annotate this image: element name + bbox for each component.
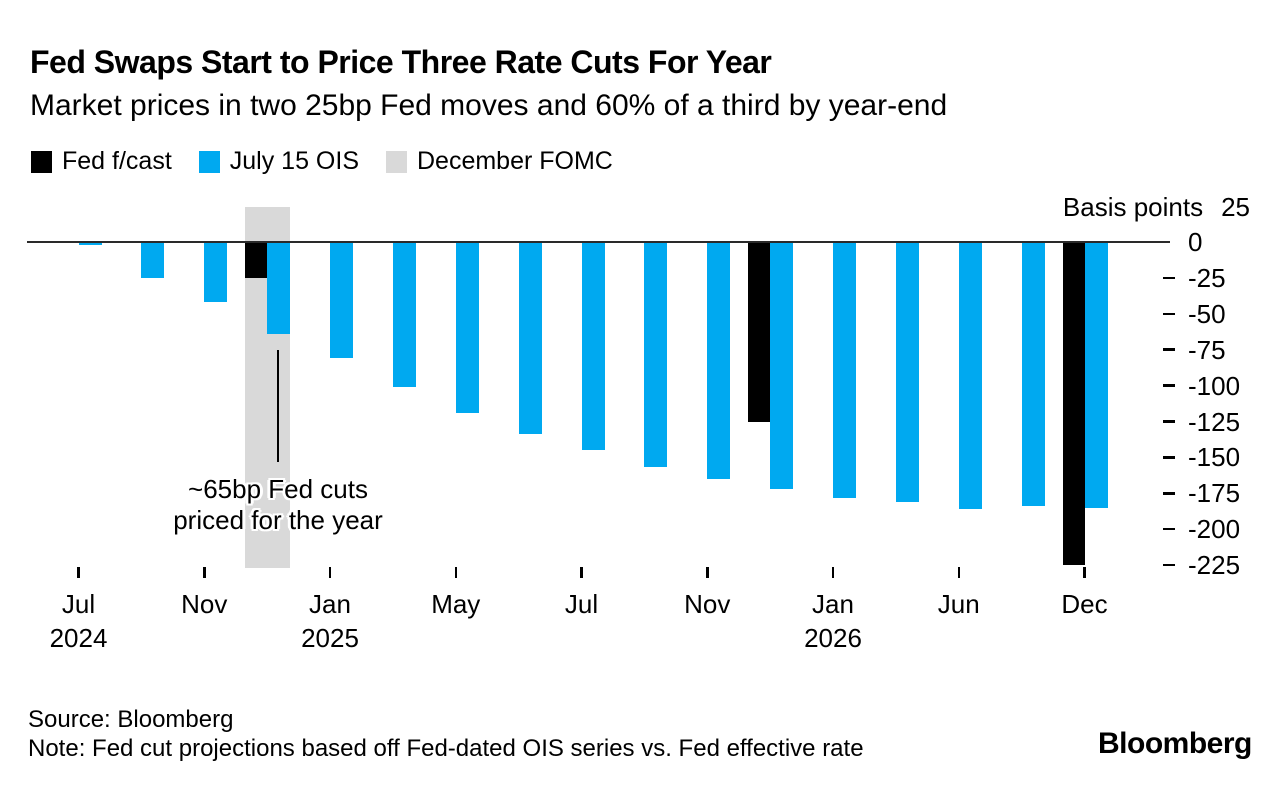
y-tick-dash--225 bbox=[1163, 563, 1175, 567]
bar-ois-jan-2025 bbox=[330, 242, 353, 359]
note-text: Note: Fed cut projections based off Fed-… bbox=[28, 735, 864, 762]
x-tick-mark-nov bbox=[706, 567, 709, 578]
legend-item-fed-forecast: Fed f/cast bbox=[31, 149, 172, 174]
legend-item-december-fomc: December FOMC bbox=[386, 149, 613, 174]
annotation-line-2: priced for the year bbox=[173, 505, 383, 535]
y-tick-dash--50 bbox=[1163, 312, 1175, 316]
legend-label-december-fomc: December FOMC bbox=[417, 147, 613, 175]
y-tick-label--75: -75 bbox=[1188, 334, 1226, 365]
y-tick-dash--100 bbox=[1163, 384, 1175, 387]
annotation-text: ~65bp Fed cuts priced for the year bbox=[118, 474, 438, 536]
x-tick-mark-jun bbox=[957, 567, 960, 578]
x-tick-mark-jan2026 bbox=[831, 567, 835, 578]
legend-item-july15-ois: July 15 OIS bbox=[198, 147, 359, 175]
bar-ois-dec-2026 bbox=[1084, 242, 1108, 508]
annotation-callout-line bbox=[277, 350, 279, 462]
y-axis-header: Basis points 25 bbox=[1063, 193, 1250, 221]
x-tick-label-jul2024: Jul bbox=[61, 589, 96, 619]
bar-ois-sep-2024 bbox=[141, 242, 165, 278]
bar-fed-forecast-dec-2024 bbox=[245, 242, 268, 278]
x-tick-label-may: May bbox=[431, 589, 481, 619]
y-axis-title: Basis points bbox=[1062, 192, 1204, 222]
y-tick-label--25: -25 bbox=[1188, 262, 1226, 293]
bar-ois-mar-2025 bbox=[392, 242, 416, 388]
bloomberg-logo: Bloomberg bbox=[1098, 727, 1252, 760]
x-tick-mark-may bbox=[454, 567, 457, 578]
bar-ois-sep-2025 bbox=[644, 242, 668, 468]
x-tick-label-dec: Dec bbox=[1061, 589, 1108, 619]
y-tick-dash--175 bbox=[1163, 492, 1175, 495]
bar-ois-jul-2025 bbox=[581, 242, 605, 451]
bar-ois-may-2025 bbox=[455, 242, 479, 413]
y-tick-dash--25 bbox=[1163, 276, 1175, 280]
y-tick-dash--75 bbox=[1163, 348, 1175, 351]
page-title: Fed Swaps Start to Price Three Rate Cuts… bbox=[30, 44, 772, 80]
y-tick-label-0: 0 bbox=[1188, 227, 1203, 257]
y-tick-label--225: -225 bbox=[1188, 550, 1241, 581]
bar-fed-forecast-dec-2025 bbox=[748, 242, 771, 422]
x-tick-mark-nov bbox=[203, 567, 206, 578]
x-tick-label-jul: Jul bbox=[564, 589, 599, 619]
legend-swatch-black-icon bbox=[31, 150, 52, 173]
x-tick-label-jun: Jun bbox=[937, 589, 980, 619]
annotation-line-1: ~65bp Fed cuts bbox=[188, 474, 368, 504]
bar-ois-jun-2026 bbox=[958, 242, 982, 510]
y-tick-dash--150 bbox=[1163, 456, 1175, 459]
x-tick-mark-jan2025 bbox=[328, 567, 332, 578]
y-tick-label--100: -100 bbox=[1188, 370, 1241, 401]
legend-label-july15-ois: July 15 OIS bbox=[229, 147, 359, 175]
x-tick-mark-dec bbox=[1083, 567, 1086, 578]
y-tick-label--150: -150 bbox=[1188, 442, 1241, 473]
x-tick-year-2024: 2024 bbox=[49, 623, 108, 653]
y-tick-label--175: -175 bbox=[1188, 478, 1241, 509]
x-tick-label-nov: Nov bbox=[181, 589, 228, 619]
x-tick-label-jan2025: Jan bbox=[309, 589, 351, 619]
x-tick-label-nov: Nov bbox=[684, 589, 731, 619]
legend-swatch-gray-icon bbox=[386, 150, 407, 173]
bar-ois-mar-2026 bbox=[895, 242, 919, 502]
bar-ois-sep-2026 bbox=[1021, 242, 1045, 507]
bar-ois-dec-2024 bbox=[267, 242, 291, 334]
bar-ois-nov-2024 bbox=[204, 242, 228, 303]
zero-axis-line bbox=[27, 241, 1170, 243]
bar-ois-jul-2024 bbox=[78, 242, 102, 245]
y-axis-top-tick-label: 25 bbox=[1221, 192, 1250, 222]
x-tick-mark-jul bbox=[580, 567, 583, 578]
bar-ois-jun-2025 bbox=[518, 242, 542, 435]
x-tick-year-2025: 2025 bbox=[301, 623, 359, 653]
x-tick-year-2026: 2026 bbox=[804, 623, 862, 653]
legend-swatch-blue-icon bbox=[198, 150, 220, 173]
y-tick-label--125: -125 bbox=[1188, 406, 1241, 437]
y-tick-label--50: -50 bbox=[1188, 298, 1226, 329]
y-tick-dash--125 bbox=[1163, 420, 1175, 423]
bar-ois-nov-2025 bbox=[707, 242, 731, 479]
bar-fed-forecast-dec-2026 bbox=[1062, 242, 1085, 566]
page-subtitle: Market prices in two 25bp Fed moves and … bbox=[30, 89, 948, 122]
x-tick-mark-jul2024 bbox=[77, 567, 80, 578]
x-tick-label-jan2026: Jan bbox=[812, 589, 854, 619]
chart-legend: Fed f/cast July 15 OIS December FOMC bbox=[31, 149, 613, 174]
bar-ois-jan-2026 bbox=[833, 242, 856, 498]
legend-label-fed-forecast: Fed f/cast bbox=[62, 147, 172, 175]
bar-ois-dec-2025 bbox=[770, 242, 794, 489]
source-text: Source: Bloomberg bbox=[28, 706, 234, 733]
y-tick-dash--200 bbox=[1163, 527, 1175, 531]
y-tick-label--200: -200 bbox=[1188, 514, 1241, 545]
